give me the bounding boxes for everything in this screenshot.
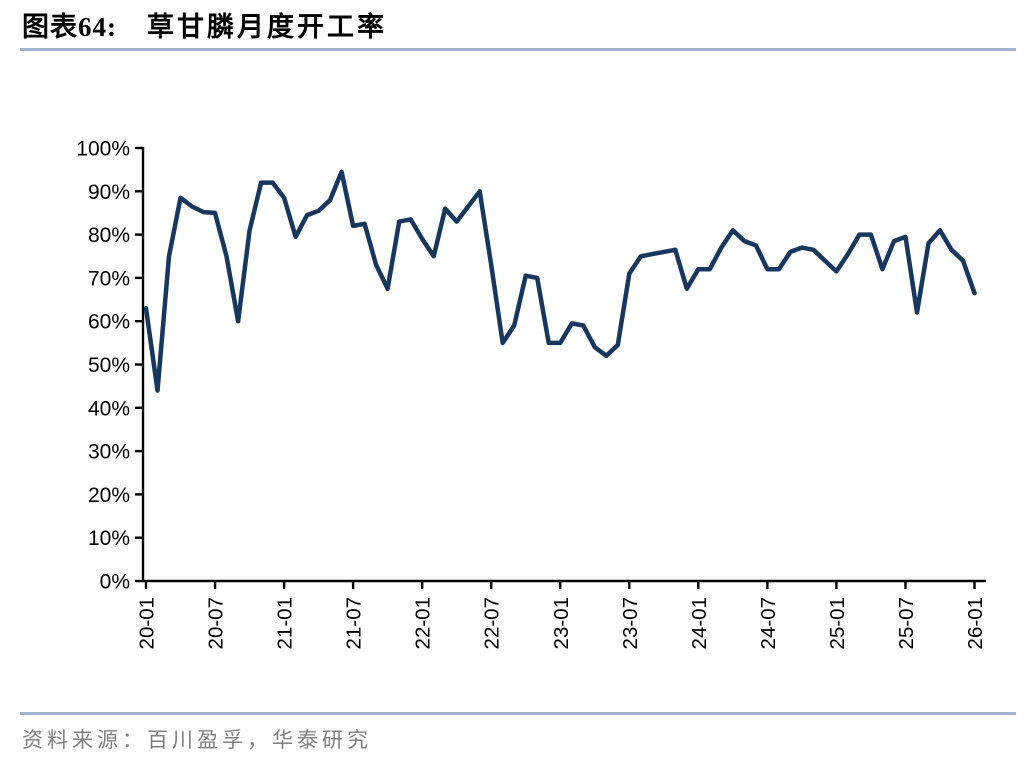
- x-tick-label: 20-07: [205, 597, 228, 649]
- y-tick-label: 60%: [88, 311, 130, 334]
- y-tick-label: 40%: [88, 397, 130, 420]
- x-tick-label: 21-01: [274, 597, 297, 649]
- x-tick-label: 24-01: [688, 597, 711, 649]
- x-tick-label: 25-07: [895, 597, 918, 649]
- figure-title: 草甘膦月度开工率: [147, 12, 387, 42]
- y-tick-label: 20%: [88, 484, 130, 507]
- series-line-operating-rate: [143, 169, 977, 393]
- y-tick-label: 70%: [88, 267, 130, 290]
- y-tick-label: 100%: [76, 138, 130, 161]
- y-tick-label: 50%: [88, 354, 130, 377]
- y-axis-ticks: 0% 10% 20% 30% 40% 50% 60% 70% 80% 90% 100%: [76, 138, 143, 594]
- x-tick-label: 22-07: [481, 597, 504, 649]
- y-tick-label: 80%: [88, 224, 130, 247]
- x-tick-label: 26-01: [964, 597, 987, 649]
- x-tick-label: 24-07: [757, 597, 780, 649]
- footer-divider: [20, 712, 1016, 715]
- axes: [141, 147, 986, 583]
- x-tick-label: 21-07: [343, 597, 366, 649]
- x-tick-label: 22-01: [412, 597, 435, 649]
- x-axis-ticks: 20-01 20-07 21-01 21-07 22-01 22-07 23-01 23-07…: [136, 581, 987, 649]
- y-tick-label: 90%: [88, 181, 130, 204]
- source-note: 资料来源：百川盈孚，华泰研究: [22, 728, 372, 752]
- figure-number-label: 图表64:: [22, 12, 117, 42]
- y-tick-label: 0%: [100, 571, 130, 594]
- y-tick-label: 30%: [88, 441, 130, 464]
- figure-header: 图表64: 草甘膦月度开工率: [22, 10, 1012, 44]
- title-underline: [20, 48, 1016, 51]
- x-tick-label: 20-01: [136, 597, 159, 649]
- y-tick-label: 10%: [88, 527, 130, 550]
- x-tick-label: 25-01: [826, 597, 849, 649]
- x-tick-label: 23-01: [550, 597, 573, 649]
- x-tick-label: 23-07: [619, 597, 642, 649]
